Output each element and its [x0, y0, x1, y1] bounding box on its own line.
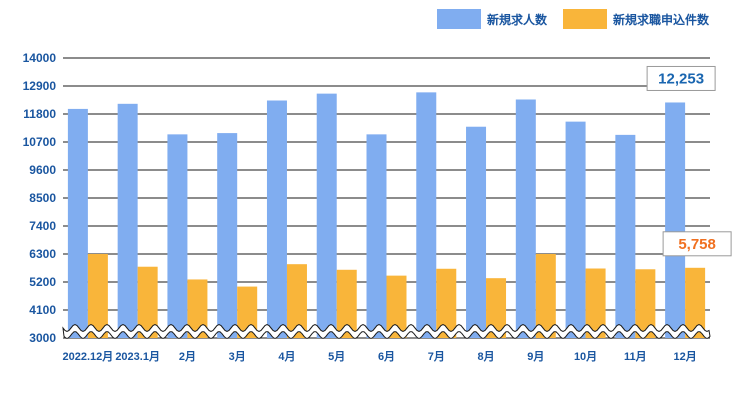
y-tick-label: 3000: [29, 331, 56, 345]
bar-new-job-openings: [67, 108, 88, 338]
bar-new-job-applications: [336, 269, 357, 338]
y-tick-label: 11800: [23, 107, 56, 121]
x-tick-label: 2022.12月: [63, 350, 114, 363]
axis-break-wave: [62, 323, 711, 339]
x-tick-label: 11月: [624, 350, 647, 363]
bar-new-job-applications: [87, 254, 108, 338]
annotation-label: 12,253: [658, 70, 704, 87]
annotation-box: [662, 231, 732, 257]
annotations: 12,253 5,758: [646, 65, 732, 257]
bar-new-job-applications: [436, 268, 457, 338]
x-tick-label: 6月: [378, 350, 395, 363]
y-tick-label: 4100: [29, 303, 56, 317]
bar-new-job-openings: [366, 134, 387, 338]
bar-new-job-applications: [535, 254, 556, 338]
legend-swatch-new-job-applications: [563, 9, 607, 29]
x-tick-label: 5月: [328, 350, 345, 363]
bar-new-job-openings: [515, 99, 536, 338]
x-axis-tick-labels: 2022.12月 2023.1月 2月 3月 4月 5月 6月 7月 8月 9月 10月 11月 12月: [63, 350, 697, 363]
y-axis-tick-labels: 14000 12900 11800 10700 9600 8500 7400 6300 5200…: [23, 51, 57, 345]
bar-new-job-applications: [137, 266, 158, 338]
y-tick-label: 10700: [23, 135, 57, 149]
bar-new-job-applications: [386, 275, 407, 338]
bar-new-job-applications: [635, 269, 656, 338]
bar-new-job-openings: [615, 134, 636, 338]
bars: [67, 92, 706, 339]
bar-new-job-openings: [665, 102, 686, 339]
bar-new-job-openings: [565, 121, 586, 339]
x-tick-label: 3月: [229, 350, 246, 363]
x-tick-label: 9月: [527, 350, 544, 363]
bar-new-job-applications: [187, 279, 208, 338]
legend: 新規求人数 新規求職申込件数: [437, 9, 710, 29]
bar-new-job-openings: [466, 126, 487, 339]
bar-new-job-applications: [685, 267, 706, 338]
annotation-box: [646, 65, 716, 91]
x-tick-label: 12月: [673, 350, 696, 363]
y-tick-label: 7400: [29, 219, 56, 233]
x-tick-label: 8月: [477, 350, 494, 363]
legend-label-new-job-applications: 新規求職申込件数: [613, 12, 710, 27]
bar-new-job-applications: [486, 278, 507, 338]
bar-new-job-openings: [117, 103, 138, 339]
bar-new-job-openings: [167, 134, 188, 338]
axis-break: [62, 323, 711, 339]
y-tick-label: 9600: [29, 163, 56, 177]
x-tick-label: 4月: [278, 350, 295, 363]
y-tick-label: 5200: [29, 275, 56, 289]
x-tick-label: 10月: [574, 350, 597, 363]
x-tick-label: 7月: [428, 350, 445, 363]
y-tick-label: 8500: [29, 191, 56, 205]
x-tick-label: 2月: [179, 350, 196, 363]
bar-new-job-openings: [266, 100, 287, 338]
x-tick-label: 2023.1月: [115, 350, 160, 363]
bar-new-job-applications: [286, 264, 307, 338]
legend-swatch-new-job-openings: [437, 9, 481, 29]
bar-new-job-openings: [217, 133, 238, 338]
bar-new-job-applications: [585, 268, 606, 338]
bar-new-job-openings: [416, 92, 437, 338]
legend-label-new-job-openings: 新規求人数: [487, 12, 548, 27]
y-tick-label: 12900: [23, 79, 57, 93]
y-tick-label: 14000: [23, 51, 57, 65]
y-tick-label: 6300: [29, 247, 56, 261]
bar-new-job-openings: [316, 93, 337, 339]
annotation-label: 5,758: [678, 236, 716, 253]
